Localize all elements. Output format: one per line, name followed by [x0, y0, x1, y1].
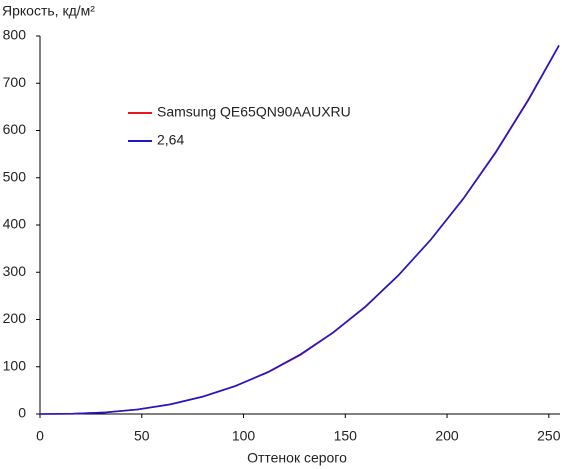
x-axis-title: Оттенок серого	[247, 450, 347, 466]
series-line	[39, 45, 560, 415]
y-tick-label: 600	[3, 121, 27, 137]
y-tick-label: 200	[3, 310, 27, 326]
chart-title: Яркость, кд/м²	[2, 3, 95, 19]
x-tick-label: 200	[435, 428, 459, 444]
x-tick-label: 250	[537, 428, 561, 444]
x-tick-label: 100	[232, 428, 256, 444]
y-tick-label: 700	[3, 74, 27, 90]
y-tick-label: 400	[3, 216, 27, 232]
x-tick-label: 0	[36, 428, 44, 444]
y-tick-label: 0	[18, 405, 26, 421]
legend-label: Samsung QE65QN90AAUXRU	[157, 104, 351, 120]
y-tick-label: 800	[3, 27, 27, 43]
x-tick-label: 50	[134, 428, 150, 444]
y-tick-label: 500	[3, 168, 27, 184]
legend-label: 2,64	[157, 132, 184, 148]
y-tick-label: 300	[3, 263, 27, 279]
series-line	[39, 45, 560, 415]
x-tick-label: 150	[334, 428, 358, 444]
y-tick-label: 100	[3, 357, 27, 373]
